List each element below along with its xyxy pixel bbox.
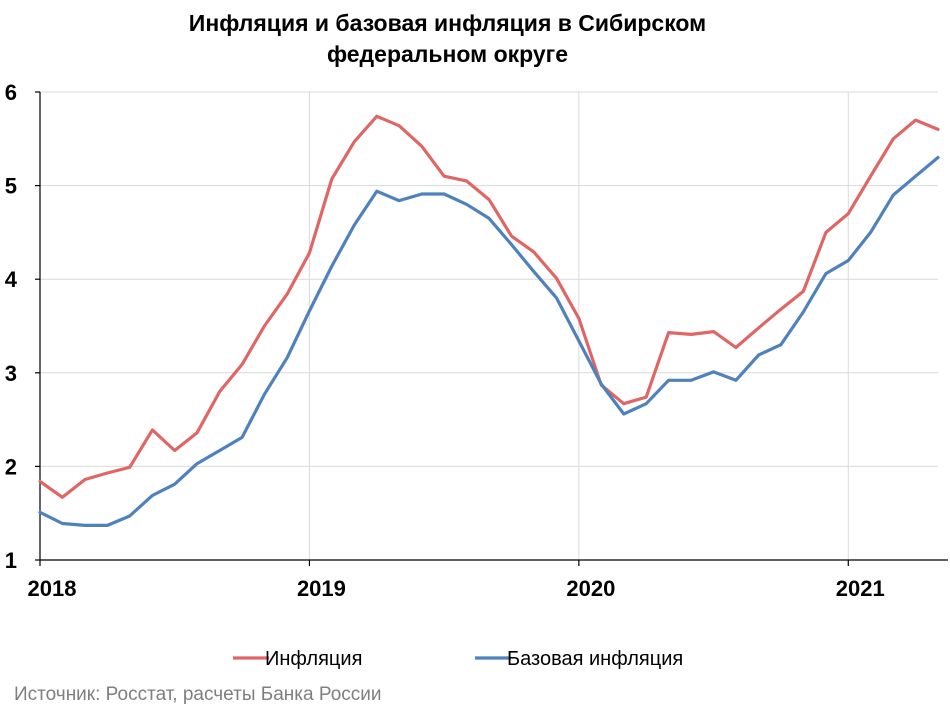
y-tick-label-6: 6 [5, 80, 17, 105]
y-tick-label-1: 1 [5, 548, 17, 573]
source-note: Источник: Росстат, расчеты Банка России [14, 684, 382, 706]
y-tick-label-2: 2 [5, 454, 17, 479]
y-axis-tick-labels: 1 2 3 4 5 6 [5, 80, 18, 573]
y-tick-label-4: 4 [5, 267, 18, 292]
x-tick-label-2018: 2018 [28, 576, 77, 601]
series-line-inflation [40, 116, 938, 497]
axes [35, 92, 948, 566]
y-tick-label-3: 3 [5, 361, 17, 386]
series-lines [40, 116, 938, 525]
x-tick-label-2019: 2019 [297, 576, 346, 601]
y-tick-label-5: 5 [5, 174, 17, 199]
x-axis-tick-labels: 2018 2019 2020 2021 [28, 576, 885, 601]
legend: Инфляция Базовая инфляция [233, 648, 683, 670]
gridlines [40, 92, 938, 560]
legend-label-core-inflation: Базовая инфляция [507, 648, 683, 670]
x-tick-label-2021: 2021 [836, 576, 885, 601]
legend-label-inflation: Инфляция [265, 648, 362, 670]
series-line-core-inflation [40, 158, 938, 526]
x-tick-label-2020: 2020 [566, 576, 615, 601]
